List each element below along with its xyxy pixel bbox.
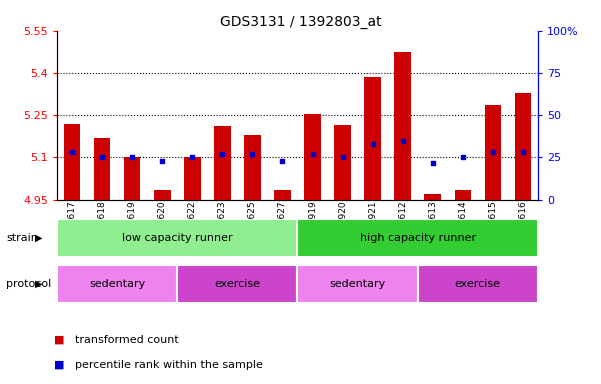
- Point: [278, 158, 287, 164]
- Bar: [454, 190, 471, 200]
- Bar: [304, 114, 321, 200]
- Bar: [177, 265, 297, 303]
- Bar: [484, 105, 501, 200]
- Bar: [418, 265, 538, 303]
- Text: GSM234614: GSM234614: [459, 201, 467, 255]
- Bar: [394, 52, 411, 200]
- Text: ▶: ▶: [35, 233, 43, 243]
- Text: GSM232920: GSM232920: [338, 201, 347, 255]
- Text: GSM234620: GSM234620: [158, 201, 166, 255]
- Text: GSM234616: GSM234616: [519, 201, 527, 255]
- Text: sedentary: sedentary: [89, 279, 145, 289]
- Text: GSM234622: GSM234622: [188, 201, 197, 255]
- Text: protocol: protocol: [6, 279, 51, 289]
- Text: ■: ■: [54, 335, 64, 345]
- Bar: [184, 157, 201, 200]
- Text: high capacity runner: high capacity runner: [359, 233, 476, 243]
- Point: [488, 149, 498, 156]
- Text: GSM234619: GSM234619: [128, 201, 136, 255]
- Text: GDS3131 / 1392803_at: GDS3131 / 1392803_at: [220, 15, 381, 29]
- Bar: [57, 219, 297, 257]
- Point: [308, 151, 317, 157]
- Bar: [334, 125, 351, 200]
- Bar: [214, 126, 231, 200]
- Text: exercise: exercise: [215, 279, 260, 289]
- Bar: [274, 190, 291, 200]
- Point: [368, 141, 377, 147]
- Text: GSM232919: GSM232919: [308, 201, 317, 255]
- Text: ▶: ▶: [35, 279, 43, 289]
- Bar: [364, 77, 381, 200]
- Point: [127, 154, 137, 161]
- Text: ■: ■: [54, 360, 64, 370]
- Text: low capacity runner: low capacity runner: [122, 233, 233, 243]
- Point: [458, 154, 468, 161]
- Point: [97, 154, 107, 161]
- Bar: [424, 194, 441, 200]
- Bar: [124, 157, 141, 200]
- Point: [398, 137, 407, 144]
- Text: GSM234612: GSM234612: [398, 201, 407, 255]
- Bar: [297, 265, 418, 303]
- Point: [248, 151, 257, 157]
- Point: [67, 149, 77, 156]
- Point: [188, 154, 197, 161]
- Text: GSM234613: GSM234613: [429, 201, 437, 255]
- Bar: [514, 93, 531, 200]
- Point: [338, 154, 347, 161]
- Bar: [64, 124, 81, 200]
- Bar: [94, 138, 111, 200]
- Text: strain: strain: [6, 233, 38, 243]
- Text: GSM232921: GSM232921: [368, 201, 377, 255]
- Point: [428, 159, 438, 166]
- Text: GSM234618: GSM234618: [98, 201, 106, 255]
- Text: GSM234625: GSM234625: [248, 201, 257, 255]
- Text: sedentary: sedentary: [329, 279, 386, 289]
- Point: [518, 149, 528, 156]
- Text: GSM234623: GSM234623: [218, 201, 227, 255]
- Point: [218, 151, 227, 157]
- Text: GSM234615: GSM234615: [489, 201, 497, 255]
- Bar: [57, 265, 177, 303]
- Point: [157, 158, 167, 164]
- Text: transformed count: transformed count: [75, 335, 179, 345]
- Text: GSM234617: GSM234617: [68, 201, 76, 255]
- Text: exercise: exercise: [455, 279, 501, 289]
- Bar: [244, 135, 261, 200]
- Text: percentile rank within the sample: percentile rank within the sample: [75, 360, 263, 370]
- Text: GSM234627: GSM234627: [278, 201, 287, 255]
- Bar: [154, 190, 171, 200]
- Bar: [297, 219, 538, 257]
